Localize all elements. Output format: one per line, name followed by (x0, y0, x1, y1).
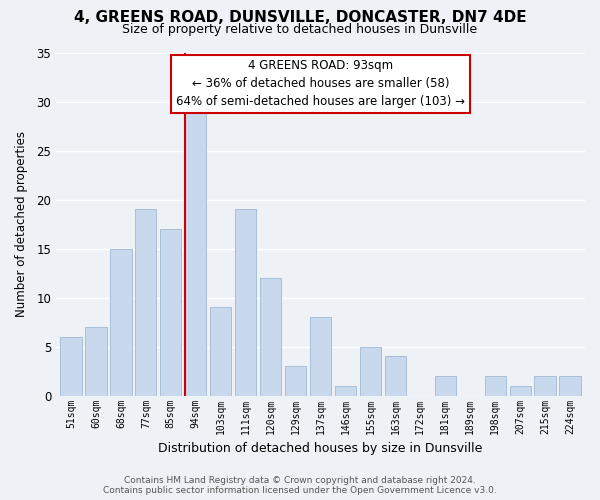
X-axis label: Distribution of detached houses by size in Dunsville: Distribution of detached houses by size … (158, 442, 483, 455)
Bar (559, 376, 581, 396)
Bar (160, 229, 181, 396)
Bar (110, 248, 131, 396)
Text: 4 GREENS ROAD: 93sqm
← 36% of detached houses are smaller (58)
64% of semi-detac: 4 GREENS ROAD: 93sqm ← 36% of detached h… (176, 60, 465, 108)
Bar (285, 366, 306, 396)
Bar (61, 337, 82, 396)
Bar (485, 376, 506, 396)
Text: 4, GREENS ROAD, DUNSVILLE, DONCASTER, DN7 4DE: 4, GREENS ROAD, DUNSVILLE, DONCASTER, DN… (74, 10, 526, 25)
Bar (135, 210, 157, 396)
Bar (260, 278, 281, 396)
Bar (235, 210, 256, 396)
Bar (185, 112, 206, 396)
Bar (385, 356, 406, 396)
Text: Size of property relative to detached houses in Dunsville: Size of property relative to detached ho… (122, 22, 478, 36)
Y-axis label: Number of detached properties: Number of detached properties (15, 131, 28, 317)
Text: Contains HM Land Registry data © Crown copyright and database right 2024.
Contai: Contains HM Land Registry data © Crown c… (103, 476, 497, 495)
Bar (434, 376, 456, 396)
Bar (85, 327, 107, 396)
Bar (310, 317, 331, 396)
Bar (360, 346, 381, 396)
Bar (335, 386, 356, 396)
Bar (210, 308, 232, 396)
Bar (535, 376, 556, 396)
Bar (509, 386, 531, 396)
